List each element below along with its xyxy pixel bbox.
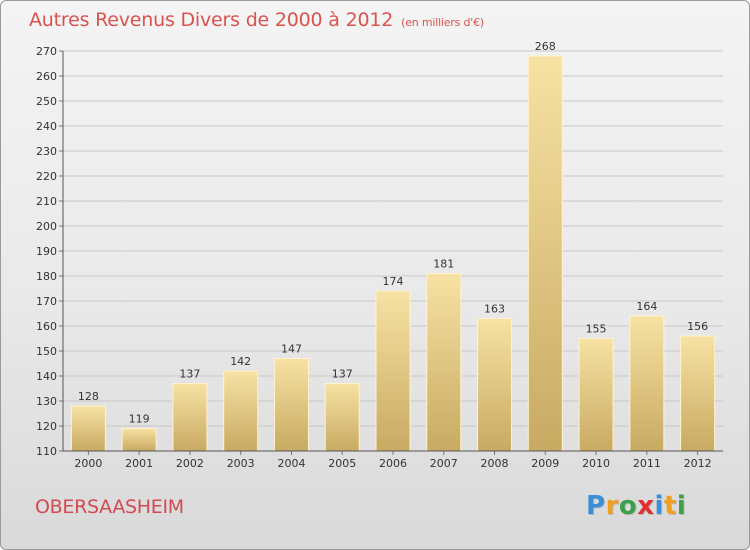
- bar-2004: [273, 358, 309, 452]
- y-tick-label: 110: [36, 445, 57, 458]
- x-tick-label-2006: 2006: [379, 457, 407, 470]
- logo-letter: o: [618, 491, 638, 521]
- data-label-2005: 137: [332, 368, 353, 381]
- x-tick-label-2011: 2011: [633, 457, 661, 470]
- bar-2001: [121, 428, 157, 452]
- x-tick-label-2007: 2007: [430, 457, 458, 470]
- bar-2000: [70, 405, 106, 452]
- y-tick-label: 140: [36, 370, 57, 383]
- x-axis-ticks: 2000 2001 2002 2003 2004 2005 2006 2007 2008 2009…: [74, 451, 712, 470]
- y-tick-label: 150: [36, 345, 57, 358]
- x-tick-label-2008: 2008: [481, 457, 509, 470]
- y-tick-label: 170: [36, 295, 57, 308]
- x-tick-label-2010: 2010: [582, 457, 610, 470]
- logo-letter: i: [654, 491, 664, 521]
- bar-2009: [527, 55, 563, 452]
- data-label-2008: 163: [484, 303, 505, 316]
- bar-2002: [172, 383, 208, 452]
- y-tick-label: 200: [36, 220, 57, 233]
- data-label-2010: 155: [586, 323, 607, 336]
- logo-letter: P: [586, 491, 606, 521]
- bar-2005: [324, 383, 360, 452]
- bar-2007: [426, 273, 462, 452]
- chart-subtitle: (en milliers d'€): [401, 16, 485, 29]
- logo-letter: i: [676, 491, 687, 521]
- data-label-2001: 119: [129, 413, 150, 426]
- data-labels: 128 119 137 142 147 137 174 181 163 268 155 164 156: [78, 40, 708, 426]
- city-name: OBERSAASHEIM: [35, 496, 184, 518]
- x-tick-label-2009: 2009: [531, 457, 559, 470]
- bar-2003: [223, 370, 259, 452]
- y-tick-label: 230: [36, 145, 57, 158]
- logo-letter: t: [663, 491, 677, 521]
- y-tick-label: 180: [36, 270, 57, 283]
- data-label-2011: 164: [636, 300, 657, 313]
- bars: [70, 55, 716, 452]
- proxiti-logo: Proxiti: [586, 491, 686, 521]
- x-tick-label-2001: 2001: [125, 457, 153, 470]
- bar-2008: [477, 318, 513, 452]
- data-label-2009: 268: [535, 40, 556, 53]
- x-tick-label-2002: 2002: [176, 457, 204, 470]
- x-tick-label-2012: 2012: [684, 457, 712, 470]
- data-label-2003: 142: [230, 355, 251, 368]
- chart-title: Autres Revenus Divers de 2000 à 2012 (en …: [29, 9, 484, 31]
- y-tick-label: 160: [36, 320, 57, 333]
- data-label-2000: 128: [78, 390, 99, 403]
- y-tick-label: 270: [36, 45, 57, 58]
- y-tick-label: 210: [36, 195, 57, 208]
- bar-2012: [680, 335, 716, 452]
- logo-letter: r: [605, 491, 619, 521]
- y-tick-label: 120: [36, 420, 57, 433]
- data-label-2007: 181: [433, 258, 454, 271]
- y-tick-label: 190: [36, 245, 57, 258]
- bar-2011: [629, 315, 665, 452]
- y-axis-ticks: 110 120 130 140 150 160 170 180 190 200 210 220 230 2…: [36, 45, 63, 458]
- logo-letter: x: [637, 491, 655, 521]
- y-tick-label: 130: [36, 395, 57, 408]
- y-tick-label: 220: [36, 170, 57, 183]
- chart-title-text: Autres Revenus Divers de 2000 à 2012: [29, 9, 394, 31]
- bar-2010: [578, 338, 614, 452]
- y-tick-label: 240: [36, 120, 57, 133]
- bar-2006: [375, 290, 411, 452]
- data-label-2006: 174: [383, 275, 404, 288]
- x-tick-label-2005: 2005: [328, 457, 356, 470]
- x-tick-label-2003: 2003: [227, 457, 255, 470]
- y-tick-label: 260: [36, 70, 57, 83]
- x-tick-label-2000: 2000: [74, 457, 102, 470]
- data-label-2012: 156: [687, 320, 708, 333]
- x-tick-label-2004: 2004: [277, 457, 305, 470]
- data-label-2004: 147: [281, 343, 302, 356]
- data-label-2002: 137: [179, 368, 200, 381]
- y-tick-label: 250: [36, 95, 57, 108]
